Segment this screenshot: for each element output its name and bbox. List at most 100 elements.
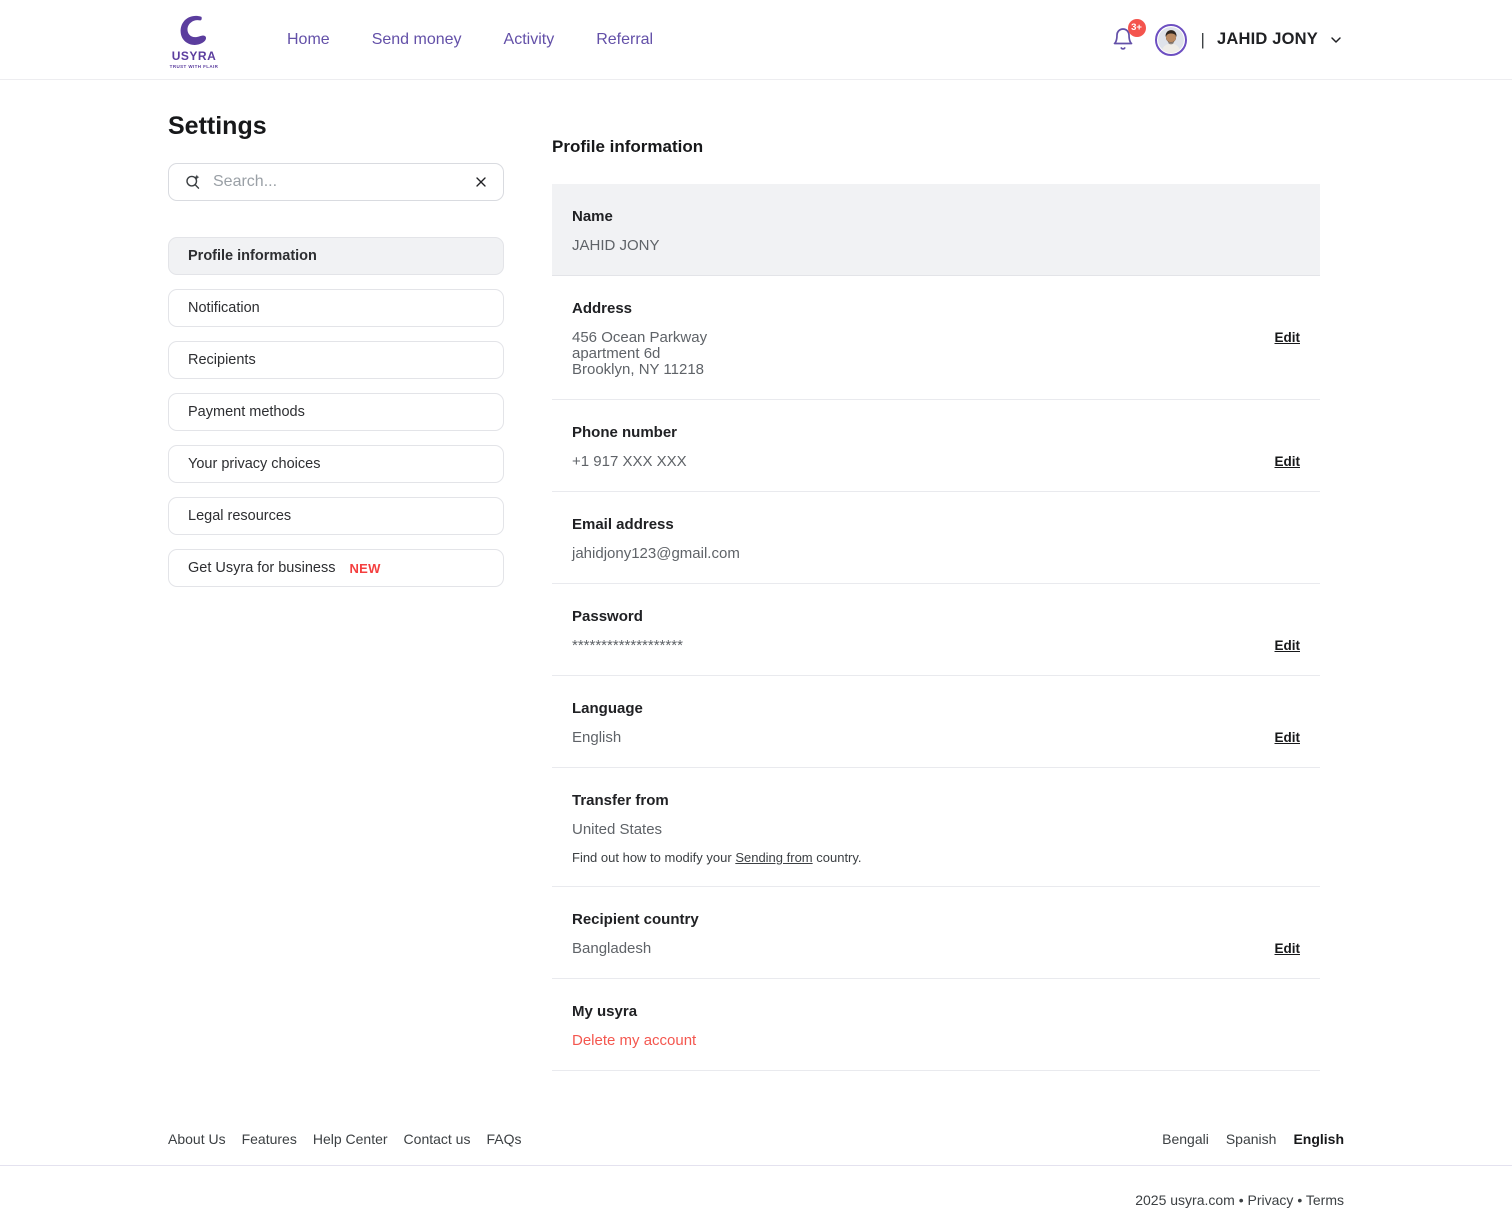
- settings-menu: Profile information Notification Recipient…: [168, 237, 504, 587]
- search-input[interactable]: [213, 173, 463, 191]
- page-body: Settings Profile information Notification…: [0, 80, 1512, 1071]
- edit-address-link[interactable]: Edit: [1274, 330, 1301, 345]
- section-recipient-country: Recipient country Bangladesh Edit: [552, 887, 1320, 979]
- copyright-separator: •: [1293, 1192, 1306, 1208]
- footer-links: About Us Features Help Center Contact us FAQ…: [168, 1131, 522, 1147]
- field-label-language: Language: [572, 700, 643, 717]
- value-row-email: jahidjony123@gmail.com: [572, 546, 1300, 562]
- field-value-address: 456 Ocean Parkway apartment 6d Brooklyn, N…: [572, 330, 707, 378]
- bell-icon: [1113, 27, 1132, 50]
- page-title: Settings: [168, 112, 267, 140]
- edit-language-link[interactable]: Edit: [1274, 730, 1301, 745]
- field-label-email: Email address: [572, 516, 674, 533]
- sidebar-item-label: Recipients: [188, 352, 256, 368]
- footer-lang-spanish[interactable]: Spanish: [1225, 1131, 1277, 1147]
- field-value-name: JAHID JONY: [572, 237, 660, 254]
- footer-link-about-us[interactable]: About Us: [168, 1131, 226, 1147]
- field-label-transfer-from: Transfer from: [572, 792, 669, 809]
- edit-password-link[interactable]: Edit: [1274, 638, 1301, 653]
- nav-item-referral[interactable]: Referral: [596, 30, 654, 48]
- footer-terms-link[interactable]: Terms: [1305, 1192, 1344, 1208]
- footer-link-contact-us[interactable]: Contact us: [403, 1131, 471, 1147]
- footer-privacy-link[interactable]: Privacy: [1247, 1192, 1294, 1208]
- brand-name: USYRA: [171, 48, 217, 63]
- value-row-language: English Edit: [572, 730, 1300, 746]
- section-my-usyra: My usyra Delete my account: [552, 979, 1320, 1071]
- footer-copyright: 2025 usyra.com • Privacy • Terms: [0, 1192, 1512, 1232]
- section-password: Password ******************* Edit: [552, 584, 1320, 676]
- sidebar-item-recipients[interactable]: Recipients: [168, 341, 504, 379]
- footer-link-help-center[interactable]: Help Center: [312, 1131, 388, 1147]
- sidebar-item-label: Payment methods: [188, 404, 305, 420]
- note-text: Find out how to modify your: [572, 850, 736, 865]
- search-icon: [186, 174, 200, 189]
- brand-logo[interactable]: USYRA TRUST WITH FLAIR: [168, 11, 220, 69]
- field-label-recipient-country: Recipient country: [572, 911, 699, 928]
- value-row-password: ******************* Edit: [572, 638, 1300, 654]
- nav-item-activity[interactable]: Activity: [503, 30, 555, 48]
- sidebar-item-payment-methods[interactable]: Payment methods: [168, 393, 504, 431]
- edit-recipient-country-link[interactable]: Edit: [1274, 941, 1301, 956]
- avatar[interactable]: [1154, 23, 1187, 56]
- field-label-password: Password: [572, 608, 643, 625]
- section-email: Email address jahidjony123@gmail.com: [552, 492, 1320, 584]
- value-line: apartment 6d: [572, 345, 661, 362]
- sidebar-item-notification[interactable]: Notification: [168, 289, 504, 327]
- field-label-my-usyra: My usyra: [572, 1003, 638, 1020]
- search-box: [168, 163, 504, 201]
- field-value-email: jahidjony123@gmail.com: [572, 545, 740, 562]
- section-address: Address 456 Ocean Parkway apartment 6d Broo…: [552, 276, 1320, 400]
- section-language: Language English Edit: [552, 676, 1320, 768]
- value-line: Brooklyn, NY 11218: [572, 361, 705, 378]
- value-row-phone: +1 917 XXX XXX Edit: [572, 454, 1300, 470]
- sidebar-item-legal-resources[interactable]: Legal resources: [168, 497, 504, 535]
- app-footer: About Us Features Help Center Contact us FAQ…: [0, 1131, 1512, 1232]
- value-row-transfer-from: United States: [572, 822, 1300, 838]
- sidebar-item-label: Notification: [188, 300, 260, 316]
- nav-item-home[interactable]: Home: [287, 30, 330, 48]
- profile-content: Profile information Name JAHID JONY Addres…: [552, 80, 1320, 1071]
- footer-top: About Us Features Help Center Contact us FAQ…: [0, 1131, 1512, 1147]
- crescent-icon: [180, 15, 207, 45]
- field-value-transfer-from: United States: [572, 821, 663, 838]
- sidebar-item-profile-information[interactable]: Profile information: [168, 237, 504, 275]
- section-phone: Phone number +1 917 XXX XXX Edit: [552, 400, 1320, 492]
- notifications-button[interactable]: 3+: [1111, 18, 1146, 53]
- value-row-recipient-country: Bangladesh Edit: [572, 941, 1300, 957]
- sending-from-link[interactable]: Sending from: [735, 850, 813, 865]
- footer-divider: [0, 1165, 1512, 1166]
- footer-lang-bengali[interactable]: Bengali: [1162, 1131, 1209, 1147]
- section-name: Name JAHID JONY: [552, 184, 1320, 276]
- copyright-separator: •: [1234, 1192, 1248, 1208]
- user-name[interactable]: JAHID JONY: [1216, 30, 1318, 48]
- sidebar-item-label: Your privacy choices: [188, 456, 321, 472]
- sidebar-item-label: Profile information: [188, 248, 317, 264]
- profile-sections: Name JAHID JONY Address 456 Ocean Parkway ap…: [552, 184, 1320, 1071]
- field-value-recipient-country: Bangladesh: [572, 940, 652, 957]
- footer-lang-english[interactable]: English: [1293, 1131, 1344, 1147]
- field-value-phone: +1 917 XXX XXX: [572, 453, 687, 470]
- footer-link-features[interactable]: Features: [241, 1131, 297, 1147]
- brand-tagline: TRUST WITH FLAIR: [169, 63, 219, 69]
- new-badge: NEW: [349, 560, 381, 576]
- avatar-photo: [1157, 26, 1184, 53]
- main-nav: Home Send money Activity Referral: [287, 31, 653, 49]
- edit-phone-link[interactable]: Edit: [1274, 454, 1301, 469]
- nav-item-send-money[interactable]: Send money: [371, 30, 462, 48]
- copyright-text: 2025 usyra.com: [1135, 1192, 1235, 1208]
- footer-link-faqs[interactable]: FAQs: [486, 1131, 522, 1147]
- header-separator: |: [1200, 29, 1205, 49]
- sidebar-item-label: Get Usyra for business: [188, 560, 336, 576]
- settings-sidebar: Settings Profile information Notification…: [168, 80, 504, 601]
- sidebar-item-your-privacy-choices[interactable]: Your privacy choices: [168, 445, 504, 483]
- value-line: 456 Ocean Parkway: [572, 329, 708, 346]
- section-transfer-from: Transfer from United States Find out how t…: [552, 768, 1320, 887]
- sidebar-item-label: Legal resources: [188, 508, 292, 524]
- header-right: 3+ | JAHID JONY: [1111, 18, 1344, 56]
- sidebar-item-get-usyra-for-business[interactable]: Get Usyra for business NEW: [168, 549, 504, 587]
- delete-account-link[interactable]: Delete my account: [572, 1032, 697, 1049]
- chevron-down-icon[interactable]: [1328, 32, 1344, 48]
- clear-search-icon[interactable]: [473, 174, 489, 190]
- value-row-my-usyra: Delete my account: [572, 1033, 1300, 1049]
- field-label-address: Address: [572, 300, 633, 317]
